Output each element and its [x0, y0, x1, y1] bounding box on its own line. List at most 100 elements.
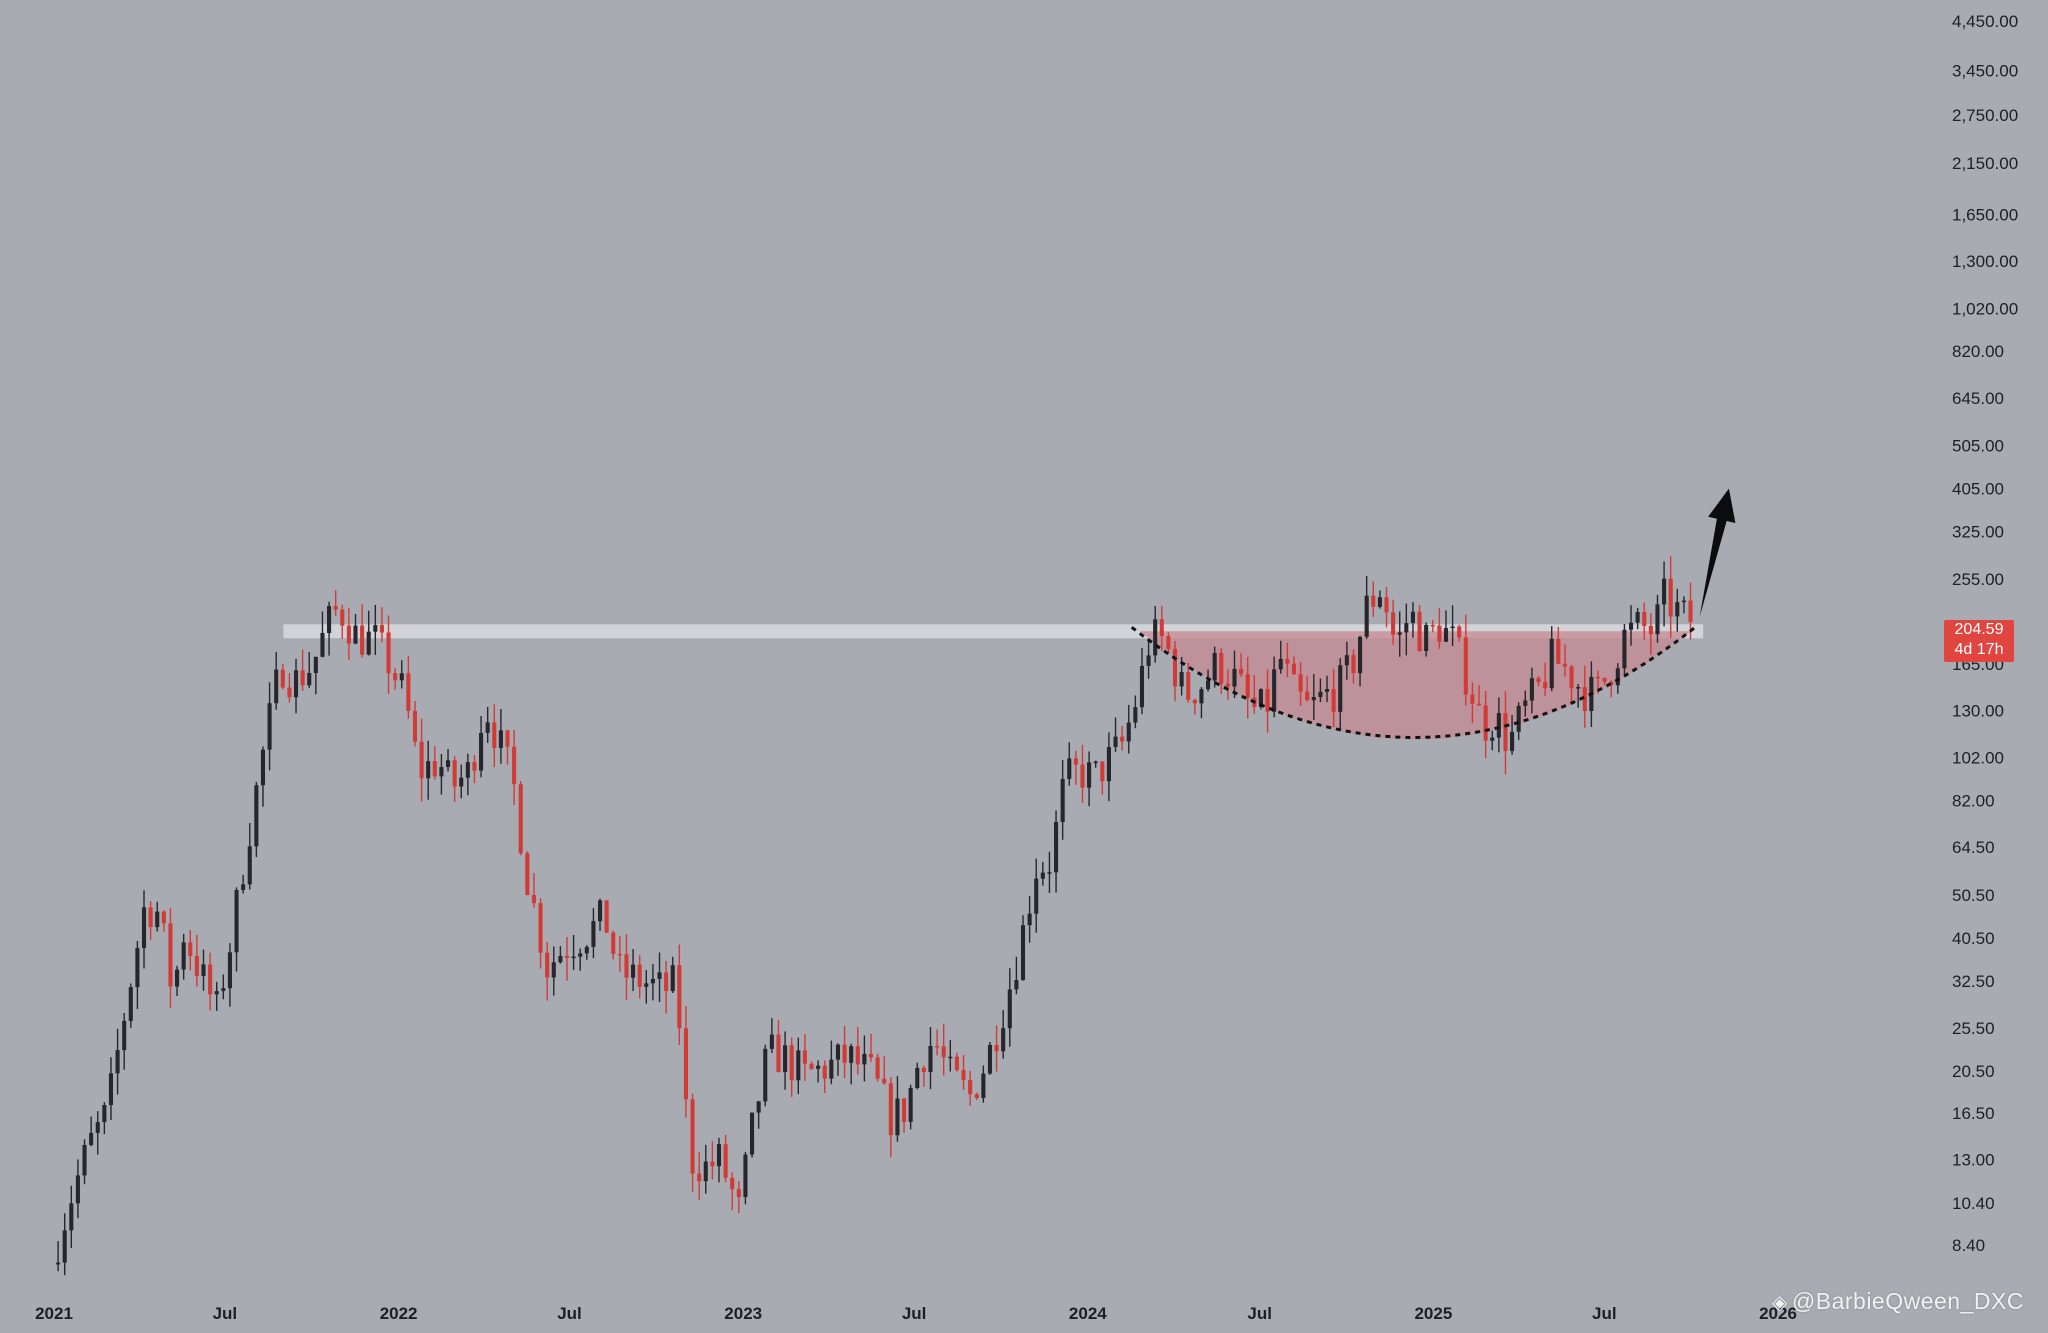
candle-bear: [776, 1019, 781, 1073]
candle-bull: [141, 890, 147, 969]
candle-bear: [538, 898, 543, 969]
candle-bull: [1635, 607, 1640, 630]
candle-bull: [1113, 717, 1118, 752]
candle-bear: [188, 929, 193, 971]
candle-bull: [1549, 626, 1554, 692]
candle-bear: [1556, 626, 1561, 665]
candle-bull: [115, 1028, 120, 1095]
candle-bear: [941, 1023, 946, 1076]
candle-bear: [1100, 761, 1105, 795]
candle-bull: [657, 952, 662, 1003]
candle-bear: [901, 1097, 907, 1133]
y-tick-label: 40.50: [1952, 929, 1995, 948]
candle-bear: [1384, 587, 1389, 628]
candle-bear: [1186, 662, 1191, 703]
x-tick-label: 2022: [380, 1304, 418, 1323]
candle-bull: [987, 1042, 993, 1075]
candle-bull: [353, 613, 358, 645]
candle-bear: [954, 1052, 959, 1072]
candle-bear: [1602, 677, 1607, 685]
candle-bear: [968, 1070, 973, 1106]
candle-bull: [1206, 669, 1211, 692]
candle-bear: [809, 1061, 814, 1070]
candle-bear: [1582, 665, 1587, 728]
candle-bear: [518, 781, 523, 856]
candle-bull: [498, 709, 503, 764]
candle-bear: [1192, 698, 1197, 715]
y-tick-label: 130.00: [1952, 701, 2004, 720]
candle-bull: [75, 1159, 80, 1219]
candle-bear: [1391, 599, 1396, 645]
candle-bull: [267, 682, 272, 771]
candle-bull: [89, 1116, 94, 1147]
candle-bear: [432, 746, 437, 780]
candle-bull: [1576, 683, 1581, 708]
cup-dotted-curve: [1130, 626, 1697, 739]
candle-bull: [181, 933, 186, 980]
candle-bull: [1027, 895, 1032, 943]
candle-bull: [571, 934, 576, 970]
candle-bull: [1681, 596, 1686, 614]
candle-bull: [591, 908, 596, 959]
candle-bull: [155, 901, 160, 932]
candle-bear: [1417, 605, 1422, 652]
candle-bear: [822, 1060, 827, 1094]
candle-bull: [56, 1241, 61, 1272]
candle-bear: [690, 1093, 695, 1193]
candle-bull: [327, 601, 332, 656]
candle-bull: [835, 1043, 841, 1076]
x-tick-label: Jul: [902, 1304, 927, 1323]
candle-bear: [1291, 656, 1297, 675]
candle-bear: [710, 1141, 715, 1180]
x-tick-label: Jul: [213, 1304, 238, 1323]
candle-bear: [360, 604, 365, 658]
y-tick-label: 20.50: [1952, 1062, 1995, 1081]
candle-bull: [915, 1062, 920, 1090]
x-axis[interactable]: 2021 Jul 2022 Jul 2023 Jul 2024 Jul 2025 Jul 2026: [35, 1304, 1797, 1323]
candle-bull: [650, 964, 655, 1001]
candle-bear: [412, 700, 418, 747]
candle-bear: [604, 900, 609, 933]
candle-bull: [1675, 588, 1680, 632]
y-tick-label: 8.40: [1952, 1236, 1985, 1255]
y-tick-label: 32.50: [1952, 972, 1995, 991]
y-tick-label: 10.40: [1952, 1194, 1995, 1213]
candle-bear: [168, 907, 173, 1009]
candle-bull: [1338, 658, 1343, 730]
candle-bear: [525, 851, 530, 896]
x-tick-label: 2026: [1759, 1304, 1797, 1323]
candle-bear: [492, 704, 497, 768]
candle-bull: [1020, 915, 1026, 981]
candle-bear: [386, 615, 391, 694]
candle-bull: [584, 945, 589, 960]
candle-bull: [234, 887, 239, 972]
x-tick-label: Jul: [1592, 1304, 1617, 1323]
x-tick-label: 2025: [1414, 1304, 1452, 1323]
y-axis[interactable]: 4,450.00 3,450.00 2,750.00 2,150.00 1,650.00…: [1952, 12, 2018, 1255]
candle-bear: [730, 1172, 735, 1211]
candle-bear: [617, 935, 622, 973]
candle-bear: [1668, 556, 1673, 639]
candle-bear: [1457, 624, 1462, 642]
y-tick-label: 1,650.00: [1952, 206, 2018, 225]
candle-bull: [102, 1102, 107, 1135]
y-tick-label: 820.00: [1952, 342, 2004, 361]
watermark-text: @BarbieQween_DXC: [1791, 1288, 2024, 1314]
annotation-front-layer: [1130, 488, 1736, 739]
candle-bear: [406, 656, 411, 719]
candle-bull: [479, 715, 484, 778]
candle-bear: [208, 952, 213, 1011]
candle-bull: [644, 970, 649, 1004]
y-tick-label: 50.50: [1952, 886, 1995, 905]
candle-bear: [736, 1181, 741, 1214]
candle-bull: [743, 1151, 748, 1205]
candle-bear: [1120, 725, 1125, 751]
candle-bull: [1662, 561, 1667, 627]
candle-bear: [1331, 668, 1336, 728]
candle-bull: [1272, 656, 1277, 718]
candle-bull: [1404, 603, 1409, 656]
candle-bear: [624, 934, 629, 1001]
candle-bull: [1067, 742, 1072, 786]
